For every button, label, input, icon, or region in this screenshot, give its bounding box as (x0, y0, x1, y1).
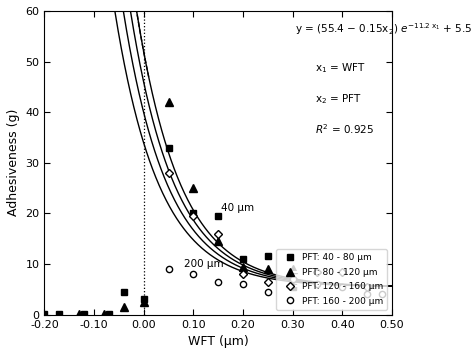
Legend: PFT: 40 - 80 μm, PFT: 80 - 120 μm, PFT: 120 - 160 μm, PFT: 160 - 200 μm: PFT: 40 - 80 μm, PFT: 80 - 120 μm, PFT: … (276, 249, 387, 310)
Text: x$_2$ = PFT: x$_2$ = PFT (315, 92, 362, 106)
Y-axis label: Adhesiveness (g): Adhesiveness (g) (7, 109, 20, 217)
Text: x$_1$ = WFT: x$_1$ = WFT (315, 61, 366, 75)
Text: 200 μm: 200 μm (184, 258, 224, 268)
Text: $R^2$ = 0.925: $R^2$ = 0.925 (315, 122, 374, 136)
Text: 40 μm: 40 μm (220, 203, 254, 213)
X-axis label: WFT (μm): WFT (μm) (188, 335, 248, 348)
Text: y = (55.4 $-$ 0.15x$_2$) $e^{-11.2\ \mathregular{x}_1}$ + 5.5: y = (55.4 $-$ 0.15x$_2$) $e^{-11.2\ \mat… (295, 21, 473, 37)
